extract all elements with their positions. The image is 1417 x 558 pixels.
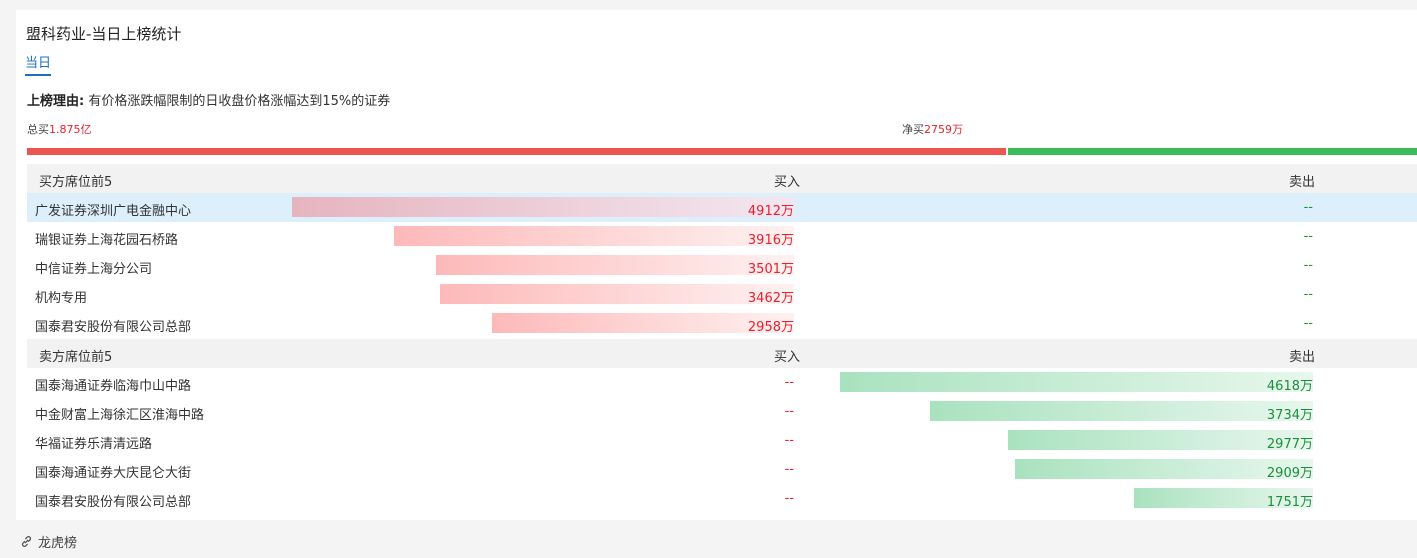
seat-name[interactable]: 中金财富上海徐汇区淮海中路 xyxy=(35,408,205,423)
sell-amount: -- xyxy=(1303,258,1313,273)
buy-section-title: 买方席位前5 xyxy=(39,175,113,190)
sell-amount: -- xyxy=(1303,200,1313,215)
table-row[interactable]: 国泰君安股份有限公司总部 2958万 -- xyxy=(27,309,1417,338)
sell-amount: 2909万 xyxy=(1266,466,1313,481)
col-sell-header: 卖出 xyxy=(1289,350,1316,365)
sell-amount-bar xyxy=(1007,430,1313,450)
total-buy-value: 1.875亿 xyxy=(49,123,92,136)
seat-name[interactable]: 华福证券乐清清远路 xyxy=(35,437,153,452)
sell-amount-bar xyxy=(1015,459,1313,479)
buy-amount-bar xyxy=(491,313,794,333)
buy-amount: -- xyxy=(784,462,794,477)
table-row[interactable]: 国泰海通证券大庆昆仑大街 -- 2909万 xyxy=(27,455,1417,484)
sell-amount: -- xyxy=(1303,287,1313,302)
col-buy-header: 买入 xyxy=(774,350,801,365)
buy-amount-bar xyxy=(292,197,794,217)
ratio-sell-segment xyxy=(1007,148,1417,155)
footer-link[interactable]: 龙虎榜 xyxy=(20,532,77,551)
total-buy-label: 总买 xyxy=(27,123,49,136)
net-buy-value: 2759万 xyxy=(924,123,963,136)
table-row[interactable]: 国泰海通证券临海巾山中路 -- 4618万 xyxy=(27,368,1417,397)
seat-name[interactable]: 国泰君安股份有限公司总部 xyxy=(35,495,192,510)
ratio-divider xyxy=(1005,148,1008,155)
buy-amount: -- xyxy=(784,404,794,419)
buy-amount: -- xyxy=(784,375,794,390)
buy-amount: 4912万 xyxy=(747,204,794,219)
seat-name[interactable]: 机构专用 xyxy=(35,291,88,306)
ratio-buy-segment xyxy=(27,148,1006,155)
sell-amount-bar xyxy=(930,401,1313,421)
sell-amount: 3734万 xyxy=(1266,408,1313,423)
sell-amount: 1751万 xyxy=(1266,495,1313,510)
table-row[interactable]: 中信证券上海分公司 3501万 -- xyxy=(27,251,1417,280)
buy-amount-bar xyxy=(440,284,794,304)
total-buy: 总买1.875亿 xyxy=(27,121,92,137)
buy-amount: 3916万 xyxy=(747,233,794,248)
sell-section-header: 卖方席位前5 买入 卖出 xyxy=(27,339,1417,368)
buy-section-header: 买方席位前5 买入 卖出 xyxy=(27,164,1417,193)
table-row[interactable]: 国泰君安股份有限公司总部 -- 1751万 xyxy=(27,484,1417,513)
page-title: 盟科药业-当日上榜统计 xyxy=(26,25,182,43)
net-buy: 净买2759万 xyxy=(902,121,963,137)
buy-sell-ratio-bar xyxy=(27,148,1417,155)
table-row[interactable]: 中金财富上海徐汇区淮海中路 -- 3734万 xyxy=(27,397,1417,426)
seat-name[interactable]: 中信证券上海分公司 xyxy=(35,262,153,277)
buy-amount-bar xyxy=(393,226,794,246)
sell-amount: 2977万 xyxy=(1266,437,1313,452)
seat-name[interactable]: 国泰海通证券大庆昆仑大街 xyxy=(35,466,192,481)
sell-amount: -- xyxy=(1303,229,1313,244)
sell-section-title: 卖方席位前5 xyxy=(39,350,113,365)
buy-amount-bar xyxy=(436,255,794,275)
buy-amount: 3462万 xyxy=(747,291,794,306)
buy-amount: -- xyxy=(784,491,794,506)
net-buy-label: 净买 xyxy=(902,123,924,136)
seat-name[interactable]: 瑞银证券上海花园石桥路 xyxy=(35,233,179,248)
sell-amount: 4618万 xyxy=(1266,379,1313,394)
tab-today[interactable]: 当日 xyxy=(25,52,52,76)
buy-amount: 2958万 xyxy=(747,320,794,335)
lhb-card: 盟科药业-当日上榜统计 当日 上榜理由: 有价格涨跌幅限制的日收盘价格涨幅达到1… xyxy=(16,10,1417,520)
sell-amount-bar xyxy=(840,372,1313,392)
seat-name[interactable]: 广发证券深圳广电金融中心 xyxy=(35,204,192,219)
buy-amount: 3501万 xyxy=(747,262,794,277)
table-row[interactable]: 华福证券乐清清远路 -- 2977万 xyxy=(27,426,1417,455)
seat-name[interactable]: 国泰海通证券临海巾山中路 xyxy=(35,379,192,394)
reason-label: 上榜理由: xyxy=(27,94,85,109)
seat-name[interactable]: 国泰君安股份有限公司总部 xyxy=(35,320,192,335)
reason-text: 有价格涨跌幅限制的日收盘价格涨幅达到15%的证券 xyxy=(88,94,391,109)
footer-label: 龙虎榜 xyxy=(38,536,78,551)
col-buy-header: 买入 xyxy=(774,175,801,190)
table-row[interactable]: 瑞银证券上海花园石桥路 3916万 -- xyxy=(27,222,1417,251)
table-row[interactable]: 机构专用 3462万 -- xyxy=(27,280,1417,309)
link-icon xyxy=(20,535,33,548)
buy-amount: -- xyxy=(784,433,794,448)
table-row[interactable]: 广发证券深圳广电金融中心 4912万 -- xyxy=(27,193,1417,222)
sell-amount-bar xyxy=(1133,488,1313,508)
sell-amount: -- xyxy=(1303,316,1313,331)
col-sell-header: 卖出 xyxy=(1289,175,1316,190)
listing-reason: 上榜理由: 有价格涨跌幅限制的日收盘价格涨幅达到15%的证券 xyxy=(27,90,390,109)
